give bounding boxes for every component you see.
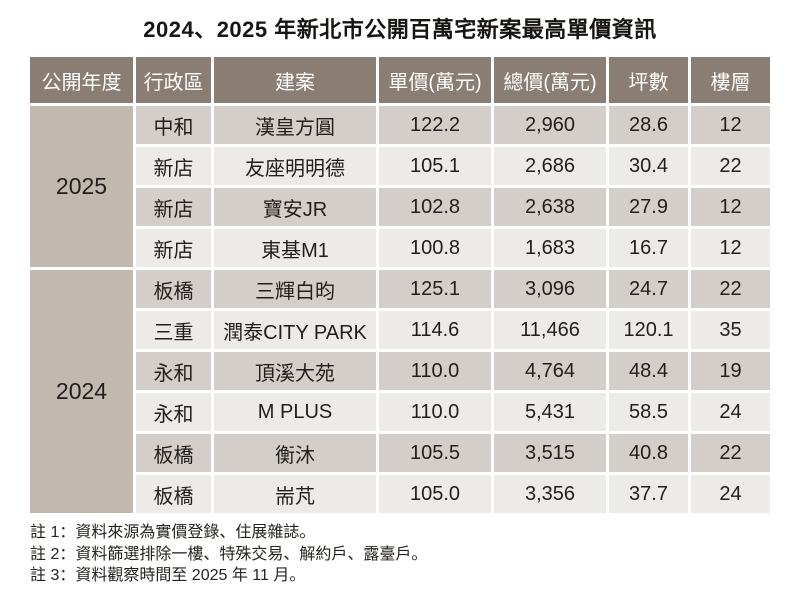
- column-header-district: 行政區: [136, 57, 211, 103]
- cell-district: 中和: [136, 106, 211, 144]
- cell-district: 新店: [136, 188, 211, 226]
- cell-project: 漢皇方圓: [214, 106, 376, 144]
- cell-floor: 22: [691, 147, 770, 185]
- column-header-ping: 坪數: [609, 57, 688, 103]
- footnote-2: 註 2：資料篩選排除一樓、特殊交易、解約戶、露臺戶。: [30, 545, 428, 563]
- cell-ping: 27.9: [609, 188, 688, 226]
- cell-district: 新店: [136, 147, 211, 185]
- cell-floor: 24: [691, 475, 770, 513]
- column-header-unit-price: 單價(萬元): [379, 57, 491, 103]
- cell-ping: 16.7: [609, 229, 688, 267]
- cell-district: 板橋: [136, 475, 211, 513]
- cell-total-price: 3,096: [494, 270, 606, 308]
- column-header-total-price: 總價(萬元): [494, 57, 606, 103]
- cell-floor: 35: [691, 311, 770, 349]
- cell-unit-price: 125.1: [379, 270, 491, 308]
- cell-total-price: 3,356: [494, 475, 606, 513]
- cell-total-price: 2,638: [494, 188, 606, 226]
- cell-total-price: 11,466: [494, 311, 606, 349]
- cell-project: 友座明明德: [214, 147, 376, 185]
- cell-unit-price: 110.0: [379, 352, 491, 390]
- cell-unit-price: 105.1: [379, 147, 491, 185]
- cell-floor: 24: [691, 393, 770, 431]
- cell-ping: 58.5: [609, 393, 688, 431]
- year-group-cell-2025: 2025: [30, 106, 133, 267]
- cell-floor: 22: [691, 270, 770, 308]
- cell-unit-price: 122.2: [379, 106, 491, 144]
- cell-unit-price: 110.0: [379, 393, 491, 431]
- footnote-3: 註 3：資料觀察時間至 2025 年 11 月。: [30, 567, 306, 584]
- cell-district: 三重: [136, 311, 211, 349]
- cell-floor: 22: [691, 434, 770, 472]
- column-header-year: 公開年度: [30, 57, 133, 103]
- cell-unit-price: 100.8: [379, 229, 491, 267]
- cell-district: 永和: [136, 352, 211, 390]
- cell-district: 板橋: [136, 434, 211, 472]
- column-header-project: 建案: [214, 57, 376, 103]
- footnotes: 註 1：資料來源為實價登錄、住展雜誌。 註 2：資料篩選排除一樓、特殊交易、解約…: [30, 522, 800, 587]
- cell-total-price: 2,686: [494, 147, 606, 185]
- cell-floor: 19: [691, 352, 770, 390]
- cell-ping: 37.7: [609, 475, 688, 513]
- cell-project: 東基M1: [214, 229, 376, 267]
- cell-project: 衡沐: [214, 434, 376, 472]
- cell-ping: 120.1: [609, 311, 688, 349]
- cell-ping: 48.4: [609, 352, 688, 390]
- footnote-1: 註 1：資料來源為實價登錄、住展雜誌。: [30, 524, 316, 541]
- cell-district: 板橋: [136, 270, 211, 308]
- cell-unit-price: 114.6: [379, 311, 491, 349]
- cell-floor: 12: [691, 106, 770, 144]
- cell-unit-price: 105.5: [379, 434, 491, 472]
- cell-district: 新店: [136, 229, 211, 267]
- cell-floor: 12: [691, 229, 770, 267]
- cell-floor: 12: [691, 188, 770, 226]
- cell-project: 頂溪大苑: [214, 352, 376, 390]
- cell-unit-price: 102.8: [379, 188, 491, 226]
- cell-ping: 40.8: [609, 434, 688, 472]
- cell-ping: 24.7: [609, 270, 688, 308]
- cell-total-price: 2,960: [494, 106, 606, 144]
- cell-total-price: 4,764: [494, 352, 606, 390]
- page-title: 2024、2025 年新北市公開百萬宅新案最高單價資訊: [143, 17, 657, 42]
- cell-project: 耑芃: [214, 475, 376, 513]
- cell-total-price: 1,683: [494, 229, 606, 267]
- data-table: 公開年度 行政區 建案 單價(萬元) 總價(萬元) 坪數 樓層 2025 中和 …: [30, 57, 770, 513]
- cell-district: 永和: [136, 393, 211, 431]
- column-header-floor: 樓層: [691, 57, 770, 103]
- cell-project: 潤泰CITY PARK: [214, 311, 376, 349]
- cell-ping: 30.4: [609, 147, 688, 185]
- year-group-cell-2024: 2024: [30, 270, 133, 513]
- cell-total-price: 3,515: [494, 434, 606, 472]
- cell-total-price: 5,431: [494, 393, 606, 431]
- cell-project: 三輝白昀: [214, 270, 376, 308]
- cell-ping: 28.6: [609, 106, 688, 144]
- cell-project: M PLUS: [214, 393, 376, 431]
- cell-unit-price: 105.0: [379, 475, 491, 513]
- cell-project: 寶安JR: [214, 188, 376, 226]
